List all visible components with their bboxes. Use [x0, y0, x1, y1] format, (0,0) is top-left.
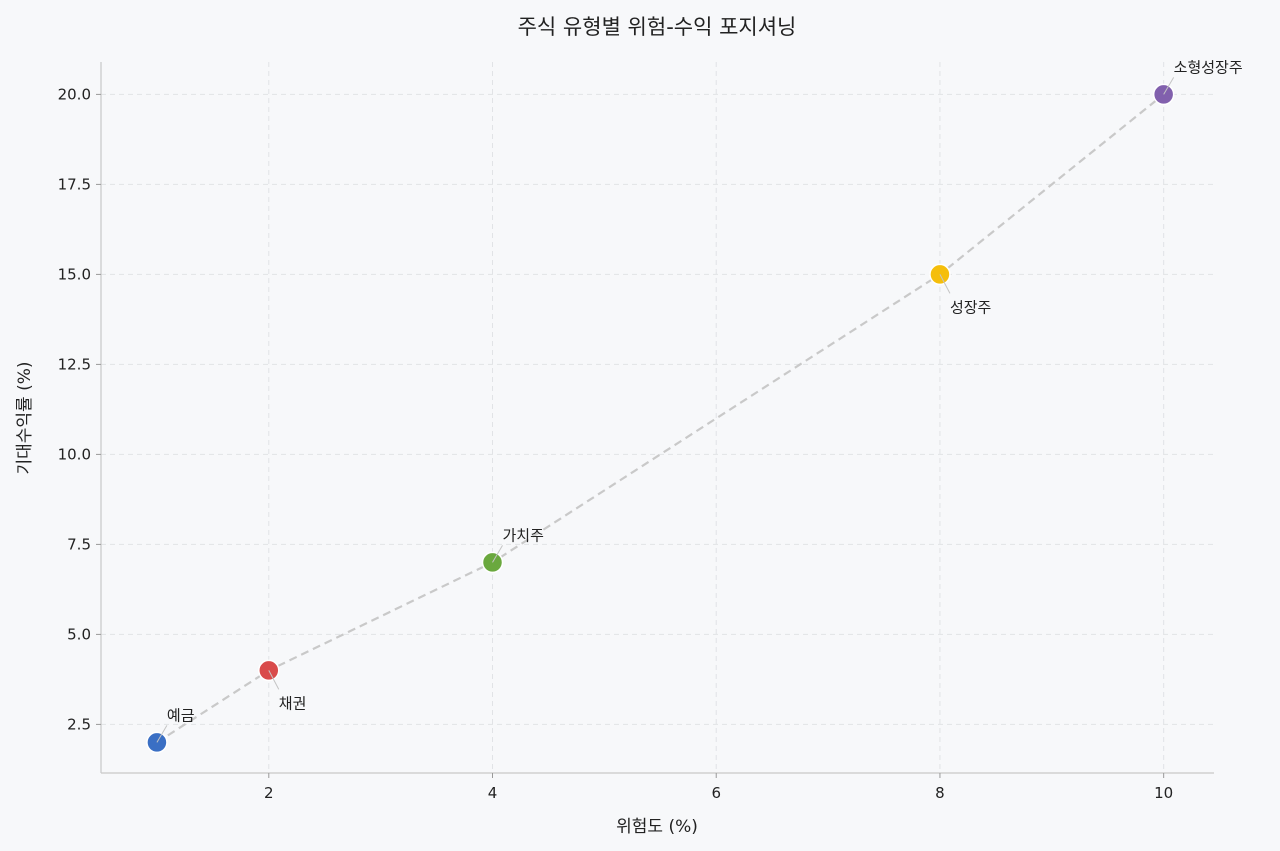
- connecting-line-layer: [156, 93, 1165, 744]
- x-axis-title: 위험도 (%): [616, 817, 698, 837]
- chart-title: 주식 유형별 위험-수익 포지셔닝: [518, 15, 797, 39]
- label-leader-line: [492, 545, 503, 563]
- y-tick-label: 10.0: [58, 445, 91, 463]
- x-tick-label: 6: [711, 784, 721, 802]
- x-tick-label: 10: [1154, 784, 1173, 802]
- point-label: 소형성장주: [1174, 58, 1243, 76]
- point-label: 가치주: [503, 526, 544, 544]
- point-label: 성장주: [950, 298, 991, 316]
- x-tick-label: 4: [488, 784, 498, 802]
- point-label: 예금: [167, 706, 195, 724]
- point-label: 채권: [279, 694, 307, 712]
- label-leader-line: [156, 725, 168, 743]
- x-tick-label: 2: [264, 784, 274, 802]
- y-tick-label: 2.5: [67, 715, 91, 733]
- y-tick-label: 17.5: [58, 175, 91, 193]
- label-leader-line: [939, 274, 951, 294]
- y-axis-title: 기대수익률 (%): [15, 361, 35, 474]
- ticks: 2 4 6 8 10 2.5 5.0 7.5 10.0 12.5 15.0 17.5 20.0: [58, 85, 1174, 802]
- y-tick-label: 12.5: [58, 355, 91, 373]
- grid: [101, 62, 1214, 773]
- connecting-line: [156, 93, 1165, 744]
- point-labels: 예금 채권 가치주 성장주 소형성장주: [156, 58, 1243, 743]
- y-tick-label: 5.0: [67, 625, 91, 643]
- y-tick-label: 7.5: [67, 535, 91, 553]
- x-tick-label: 8: [935, 784, 945, 802]
- y-tick-label: 15.0: [58, 265, 91, 283]
- label-leader-line: [268, 670, 280, 690]
- label-leader-line: [1163, 77, 1175, 95]
- y-tick-label: 20.0: [58, 85, 91, 103]
- axes: [100, 62, 1214, 774]
